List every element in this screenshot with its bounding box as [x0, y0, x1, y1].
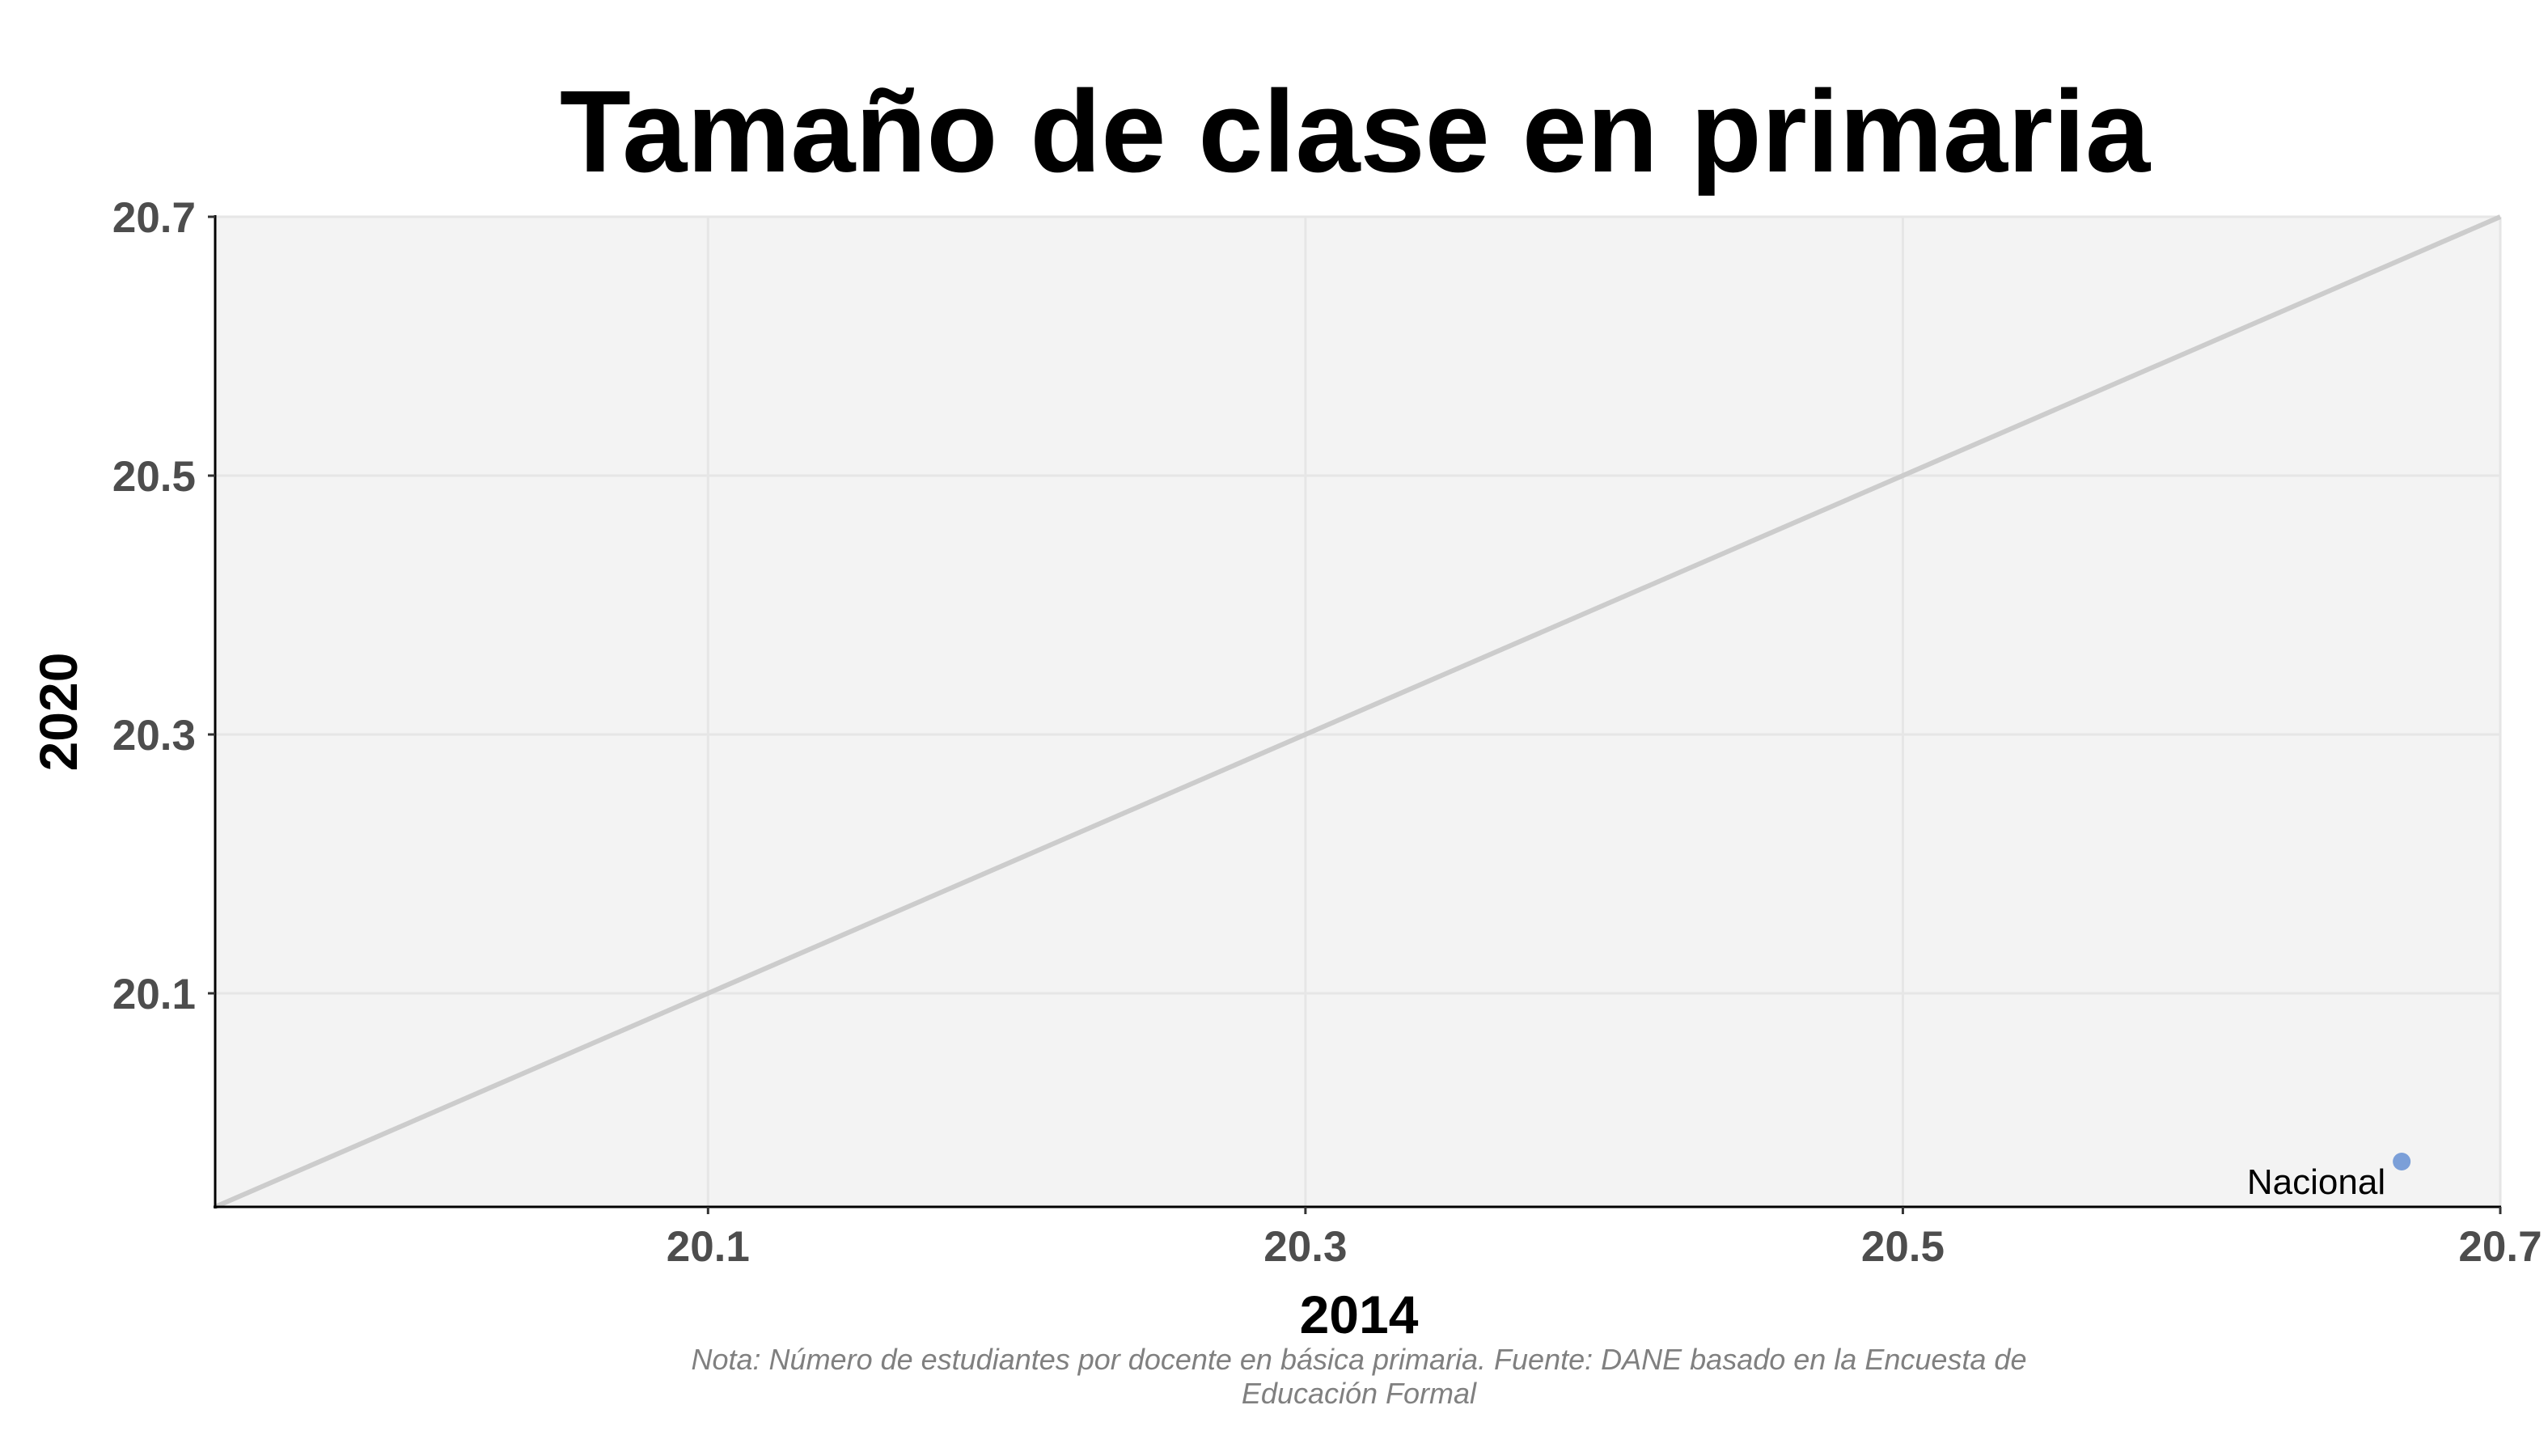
chart-title: Tamaño de clase en primaria [560, 66, 2151, 197]
data-point-nacional [2393, 1153, 2411, 1170]
y-tick-label: 20.3 [112, 712, 196, 760]
y-tick-label: 20.5 [112, 453, 196, 501]
y-tick-label: 20.1 [112, 971, 196, 1018]
identity-line [214, 214, 2502, 1209]
x-axis-title: 2014 [1300, 1285, 1419, 1344]
caption-line-2: Educación Formal [1242, 1377, 1477, 1410]
caption-line-1: Nota: Número de estudiantes por docente … [692, 1343, 2027, 1376]
point-layer: Nacional [2247, 1153, 2411, 1202]
point-label-nacional: Nacional [2247, 1162, 2385, 1202]
y-axis-title: 2020 [28, 653, 88, 772]
tick-layer: 20.1 20.3 20.5 20.7 20.1 20.3 20.5 20.7 [112, 194, 2542, 1271]
x-tick-label: 20.7 [2458, 1223, 2542, 1271]
identity-line-layer [214, 214, 2502, 1209]
x-tick-label: 20.5 [1861, 1223, 1945, 1271]
x-tick-label: 20.3 [1263, 1223, 1347, 1271]
grid-layer [215, 215, 2502, 1207]
y-tick-label: 20.7 [112, 194, 196, 242]
x-tick-label: 20.1 [667, 1223, 750, 1271]
